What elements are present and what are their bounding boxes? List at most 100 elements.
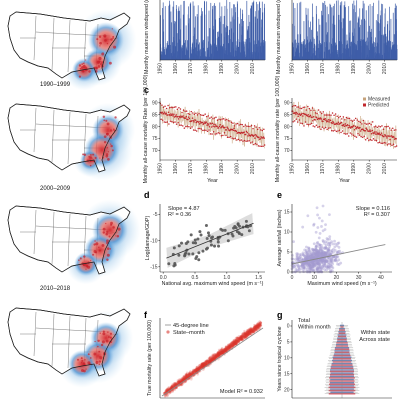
predicted-point (353, 119, 355, 121)
wind-bar (368, 25, 370, 60)
state-month-point (205, 359, 209, 363)
us-map (7, 307, 134, 388)
state-month-point (188, 373, 191, 377)
wind-bar (248, 14, 250, 61)
wind-bar (341, 52, 343, 60)
state-month-point (211, 357, 215, 361)
wind-bar (347, 43, 349, 60)
wind-bar (214, 3, 216, 60)
wind-bar (160, 15, 161, 60)
x-tick-label: 1990 (351, 63, 357, 74)
state-month-point (207, 358, 211, 361)
state-border (51, 313, 55, 367)
wind-bar (235, 7, 237, 60)
y-axis-label: Monthly maximum windspeed (m s⁻¹) (144, 0, 150, 74)
rainfall-point (313, 255, 317, 258)
state-month-point (189, 373, 193, 376)
period-label-2010: 2010–2018 (40, 286, 71, 292)
y-tick-label: 0 (287, 270, 290, 276)
state-month-point (191, 370, 194, 374)
wind-bar (221, 6, 223, 60)
rainfall-point (335, 254, 339, 258)
rainfall-point (305, 255, 309, 259)
wind-bar (217, 31, 219, 60)
state-month-point (201, 362, 204, 366)
predicted-point (196, 114, 199, 116)
rainfall-point (316, 213, 319, 217)
state-month-point (184, 376, 187, 380)
rainfall-point (318, 266, 322, 270)
rainfall-point (293, 265, 296, 269)
x-axis-label: Year (207, 178, 218, 184)
state-month-point (223, 349, 226, 352)
predicted-point (392, 127, 394, 130)
damage-point (207, 234, 211, 238)
x-tick-label: 2000 (235, 63, 241, 74)
wind-bar (359, 24, 361, 60)
rainfall-point (316, 251, 319, 255)
predicted-point (193, 121, 195, 123)
rainfall-point (323, 265, 327, 269)
state-month-point (210, 358, 214, 362)
y-axis-label: True mortality rate (per 100,000) (147, 320, 153, 396)
rainfall-point (329, 264, 333, 268)
state-month-point (235, 340, 238, 343)
wind-bar (294, 8, 296, 60)
wind-bar (349, 20, 351, 60)
storm-speck (91, 157, 93, 159)
state-month-point (166, 388, 170, 392)
predicted-point (320, 128, 322, 130)
predicted-point (336, 115, 338, 118)
x-tick-label: 1.5 (255, 275, 262, 281)
rainfall-point (321, 259, 325, 262)
storm-speck (108, 235, 111, 238)
rainfall-point (307, 246, 310, 250)
rainfall-point (317, 266, 321, 270)
storm-speck (82, 263, 85, 266)
state-month-point (199, 363, 202, 367)
rainfall-point (316, 255, 320, 259)
state-border (67, 213, 71, 267)
state-month-point (214, 353, 218, 356)
wind-bar (328, 50, 329, 60)
damage-point (216, 237, 220, 241)
storm-speck (96, 60, 100, 64)
rainfall-point (325, 247, 329, 251)
state-month-point (238, 338, 242, 342)
rainfall-point (321, 251, 325, 255)
predicted-point (371, 139, 373, 141)
state-month-point (242, 336, 246, 339)
wind-bar (215, 46, 217, 60)
rainfall-point (316, 252, 320, 256)
state-month-point (211, 357, 214, 361)
y-tick-label: 10 (284, 230, 290, 236)
predicted-point (260, 145, 263, 148)
rainfall-point (308, 255, 312, 258)
predicted-point (209, 133, 212, 135)
rainfall-point (312, 248, 315, 252)
state-month-point (244, 333, 248, 336)
rainfall-point (314, 252, 318, 256)
storm-speck (102, 231, 105, 234)
state-month-point (233, 341, 236, 345)
us-map (7, 102, 136, 181)
rainfall-point (314, 252, 317, 256)
state-month-point (208, 359, 212, 362)
rainfall-point (308, 261, 312, 264)
damage-point (213, 244, 217, 248)
predicted-point (381, 134, 384, 137)
rainfall-point (328, 241, 332, 245)
rainfall-point (305, 255, 309, 259)
rainfall-point (317, 236, 321, 240)
wind-bar (326, 6, 328, 60)
rainfall-point (320, 251, 324, 255)
y-axis-label: Years since tropical cyclone (277, 326, 283, 391)
state-month-point (196, 368, 200, 371)
rainfall-point (311, 265, 315, 269)
rainfall-point (335, 244, 339, 248)
rainfall-point (325, 260, 329, 264)
predicted-point (354, 117, 357, 120)
predicted-point (217, 127, 220, 129)
predicted-point (244, 133, 247, 136)
predicted-point (207, 124, 210, 126)
